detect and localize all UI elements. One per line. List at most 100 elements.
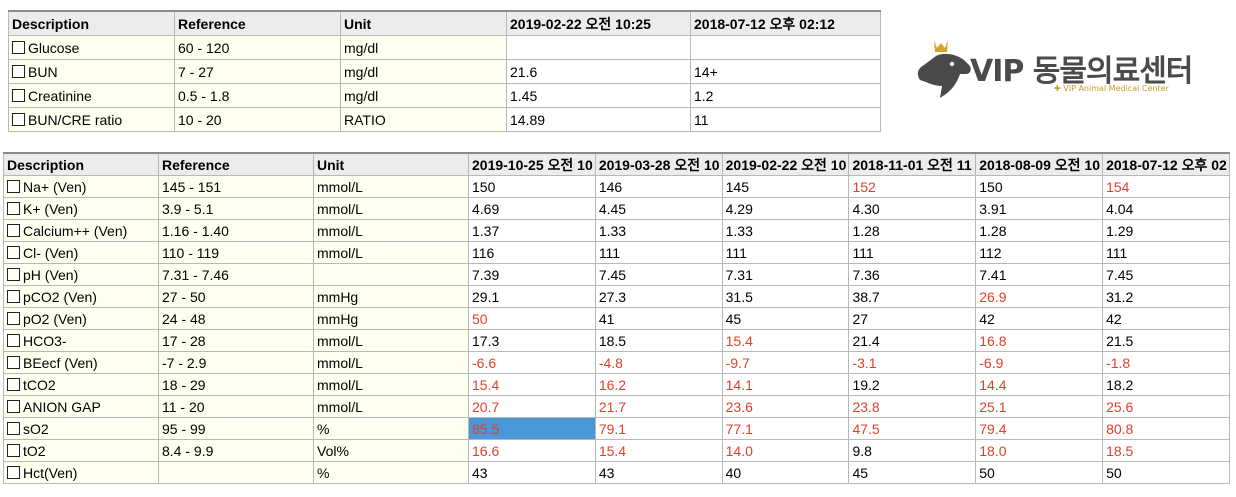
result-value-cell[interactable]: 111 [848, 241, 977, 264]
result-value-cell[interactable]: 3.91 [975, 197, 1104, 220]
result-value-cell[interactable]: 80.8 [1102, 417, 1230, 440]
result-value-cell[interactable]: 116 [468, 241, 596, 264]
result-value-cell[interactable]: 145 [721, 175, 850, 198]
result-value-cell[interactable]: 40 [721, 461, 850, 484]
result-value-cell[interactable]: 21.7 [594, 395, 723, 418]
table-row[interactable]: HCO3- 17 - 28 mmol/L 17.3 18.5 15.4 21.4 16.8 21… [3, 329, 1230, 352]
table-row[interactable]: pO2 (Ven) 24 - 48 mmHg 50 41 45 27 42 42 [3, 307, 1230, 330]
result-value-cell[interactable]: 31.5 [721, 285, 850, 308]
result-value-cell[interactable]: 18.2 [1102, 373, 1230, 396]
result-value-cell[interactable]: 26.9 [975, 285, 1104, 308]
result-value-cell[interactable]: 45 [721, 307, 850, 330]
table-row[interactable]: Na+ (Ven) 145 - 151 mmol/L 150 146 145 152 150 1… [3, 175, 1230, 198]
result-value-cell[interactable]: -1.8 [1102, 351, 1230, 374]
row-checkbox[interactable] [7, 179, 20, 193]
column-header-date[interactable]: 2019-10-25 오전 10 [468, 152, 596, 176]
table-row[interactable]: BEecf (Ven) -7 - 2.9 mmol/L -6.6 -4.8 -9.7 -3.… [3, 351, 1230, 374]
result-value-cell[interactable]: 1.45 [506, 83, 691, 108]
result-value-cell[interactable]: 79.1 [594, 417, 723, 440]
result-value-cell[interactable]: 50 [975, 461, 1104, 484]
result-value-cell[interactable]: 146 [594, 175, 723, 198]
result-value-cell[interactable]: 27 [848, 307, 977, 330]
column-header-date[interactable]: 2018-11-01 오전 11 [848, 152, 977, 176]
result-value-cell[interactable]: 14.4 [975, 373, 1104, 396]
column-header-description[interactable]: Description [8, 10, 175, 36]
row-checkbox[interactable] [7, 333, 20, 347]
result-value-cell[interactable]: 4.45 [594, 197, 723, 220]
result-value-cell[interactable]: 21.6 [506, 59, 691, 84]
result-value-cell[interactable]: 15.4 [721, 329, 850, 352]
table-row[interactable]: Cl- (Ven) 110 - 119 mmol/L 116 111 111 111 112 1… [3, 241, 1230, 264]
table-row[interactable]: sO2 95 - 99% 85.5 79.1 77.1 47.5 79.4 80.8 [3, 417, 1230, 440]
result-value-cell[interactable]: 4.29 [721, 197, 850, 220]
result-value-cell[interactable]: 4.69 [468, 197, 596, 220]
result-value-cell[interactable]: 20.7 [468, 395, 596, 418]
table-row[interactable]: Glucose 60 - 120 mg/dl [8, 35, 881, 60]
result-value-cell[interactable]: 16.2 [594, 373, 723, 396]
row-checkbox[interactable] [7, 289, 20, 303]
table-row[interactable]: BUN/CRE ratio 10 - 20 RATIO 14.89 11 [8, 107, 881, 132]
column-header-unit[interactable]: Unit [340, 10, 507, 36]
result-value-cell[interactable]: -3.1 [848, 351, 977, 374]
result-value-cell[interactable]: 29.1 [468, 285, 596, 308]
result-value-cell[interactable]: 1.33 [594, 219, 723, 242]
row-checkbox[interactable] [7, 355, 20, 369]
row-checkbox[interactable] [7, 465, 20, 479]
result-value-cell[interactable]: 14.89 [506, 107, 691, 132]
table-row[interactable]: tCO2 18 - 29 mmol/L 15.4 16.2 14.1 19.2 14.4 18.… [3, 373, 1230, 396]
result-value-cell[interactable]: 1.33 [721, 219, 850, 242]
result-value-cell[interactable]: 25.6 [1102, 395, 1230, 418]
result-value-cell[interactable]: 7.45 [594, 263, 723, 286]
row-checkbox[interactable] [12, 40, 25, 54]
result-value-cell[interactable]: 1.2 [690, 83, 881, 108]
row-checkbox[interactable] [7, 421, 20, 435]
column-header-date[interactable]: 2019-02-22 오전 10:25 [506, 10, 691, 36]
result-value-cell[interactable]: 23.6 [721, 395, 850, 418]
table-row[interactable]: Calcium++ (Ven) 1.16 - 1.40 mmol/L 1.37 1.33… [3, 219, 1230, 242]
result-value-cell[interactable]: 21.4 [848, 329, 977, 352]
result-value-cell[interactable]: -4.8 [594, 351, 723, 374]
result-value-cell[interactable]: 7.41 [975, 263, 1104, 286]
column-header-date[interactable]: 2019-03-28 오전 10 [594, 152, 723, 176]
result-value-cell[interactable]: 11 [690, 107, 881, 132]
column-header-unit[interactable]: Unit [313, 152, 469, 176]
result-value-cell[interactable]: 14.1 [721, 373, 850, 396]
result-value-cell[interactable]: 4.30 [848, 197, 977, 220]
row-checkbox[interactable] [7, 245, 20, 259]
table-row[interactable]: pH (Ven) 7.31 - 7.46 7.39 7.45 7.31 7.36 7.41 7… [3, 263, 1230, 286]
result-value-cell[interactable]: 15.4 [594, 439, 723, 462]
result-value-cell[interactable]: 23.8 [848, 395, 977, 418]
row-checkbox[interactable] [7, 223, 20, 237]
result-value-cell[interactable]: 38.7 [848, 285, 977, 308]
result-value-cell[interactable]: 7.39 [468, 263, 596, 286]
result-value-cell[interactable]: 150 [975, 175, 1104, 198]
result-value-cell[interactable] [690, 35, 881, 60]
result-value-cell[interactable]: 15.4 [468, 373, 596, 396]
result-value-cell[interactable]: 43 [468, 461, 596, 484]
result-value-cell[interactable]: 77.1 [721, 417, 850, 440]
column-header-description[interactable]: Description [3, 152, 159, 176]
result-value-cell[interactable]: -6.9 [975, 351, 1104, 374]
result-value-cell[interactable]: 4.04 [1102, 197, 1230, 220]
row-checkbox[interactable] [7, 377, 20, 391]
result-value-cell[interactable]: 50 [468, 307, 596, 330]
result-value-cell[interactable]: 111 [721, 241, 850, 264]
result-value-cell[interactable]: 50 [1102, 461, 1230, 484]
result-value-cell[interactable]: 18.5 [594, 329, 723, 352]
result-value-cell[interactable]: 1.29 [1102, 219, 1230, 242]
result-value-cell[interactable]: 42 [1102, 307, 1230, 330]
result-value-cell[interactable]: 111 [1102, 241, 1230, 264]
result-value-cell[interactable]: 7.31 [721, 263, 850, 286]
result-value-cell[interactable]: 47.5 [848, 417, 977, 440]
result-value-cell[interactable]: 42 [975, 307, 1104, 330]
result-value-cell[interactable]: 18.5 [1102, 439, 1230, 462]
column-header-reference[interactable]: Reference [174, 10, 341, 36]
table-row[interactable]: K+ (Ven) 3.9 - 5.1 mmol/L 4.69 4.45 4.29 4.30 3… [3, 197, 1230, 220]
table-row[interactable]: Hct(Ven)% 43 43 40 45 50 50 [3, 461, 1230, 484]
row-checkbox[interactable] [7, 443, 20, 457]
result-value-cell[interactable]: 18.0 [975, 439, 1104, 462]
row-checkbox[interactable] [7, 201, 20, 215]
result-value-cell[interactable]: 31.2 [1102, 285, 1230, 308]
result-value-cell[interactable]: 7.36 [848, 263, 977, 286]
result-value-cell[interactable]: 14.0 [721, 439, 850, 462]
